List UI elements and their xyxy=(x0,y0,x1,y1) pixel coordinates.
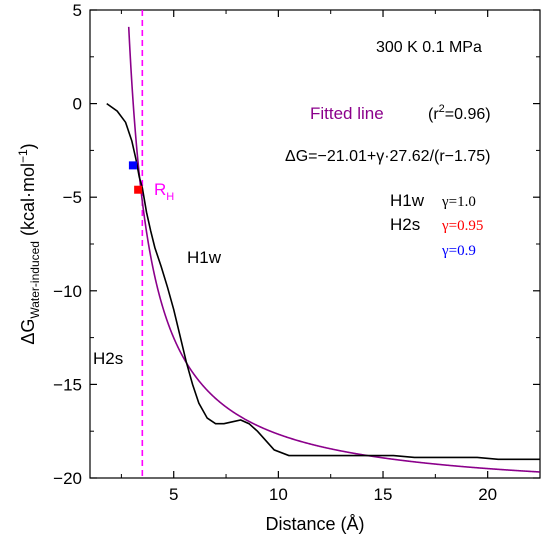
fitted-line-label: Fitted line xyxy=(310,104,384,123)
marker-square xyxy=(128,161,137,170)
side-label-h2s: H2s xyxy=(93,349,123,368)
y-axis-ticks: 5 0 −5 −10 −15 −20 xyxy=(53,1,540,488)
x-axis-label: Distance (Å) xyxy=(265,514,364,534)
x-tick-label: 15 xyxy=(374,485,393,504)
legend-item-name: H2s xyxy=(390,215,420,234)
fit-layer xyxy=(127,26,540,473)
legend-gamma-0-9: γ=0.9 xyxy=(441,243,476,259)
y-tick-label: −20 xyxy=(53,469,82,488)
x-axis-ticks: 5 10 15 20 xyxy=(120,10,541,504)
marker-layer xyxy=(128,161,143,194)
y-tick-label: −15 xyxy=(53,375,82,394)
r2-label: (r2=0.96) xyxy=(428,103,491,123)
y-tick-label: 5 xyxy=(73,1,82,20)
x-tick-label: 5 xyxy=(169,485,178,504)
equation-label: ΔG=−21.01+γ·27.62/(r−1.75) xyxy=(285,148,490,165)
marker-square xyxy=(134,185,143,194)
fitted-curve xyxy=(127,26,540,473)
curve-label-h1w: H1w xyxy=(187,248,222,267)
legend-item-name: H1w xyxy=(390,191,425,210)
legend-gamma-1-0: γ=1.0 xyxy=(441,194,476,210)
condition-label: 300 K 0.1 MPa xyxy=(376,39,482,56)
x-tick-label: 10 xyxy=(269,485,288,504)
series-line-h1w xyxy=(106,102,540,461)
x-tick-label: 20 xyxy=(478,485,497,504)
y-tick-label: 0 xyxy=(73,95,82,114)
y-axis-label: ΔGWater-induced (kcal·mol−1) xyxy=(16,143,42,344)
y-tick-label: −10 xyxy=(53,282,82,301)
data-layer xyxy=(106,102,540,461)
legend: H1w γ=1.0 H2s γ=0.95 γ=0.9 xyxy=(390,191,483,259)
legend-gamma-0-95: γ=0.95 xyxy=(441,218,483,234)
y-tick-label: −5 xyxy=(63,188,82,207)
rh-label: RH xyxy=(154,180,174,203)
